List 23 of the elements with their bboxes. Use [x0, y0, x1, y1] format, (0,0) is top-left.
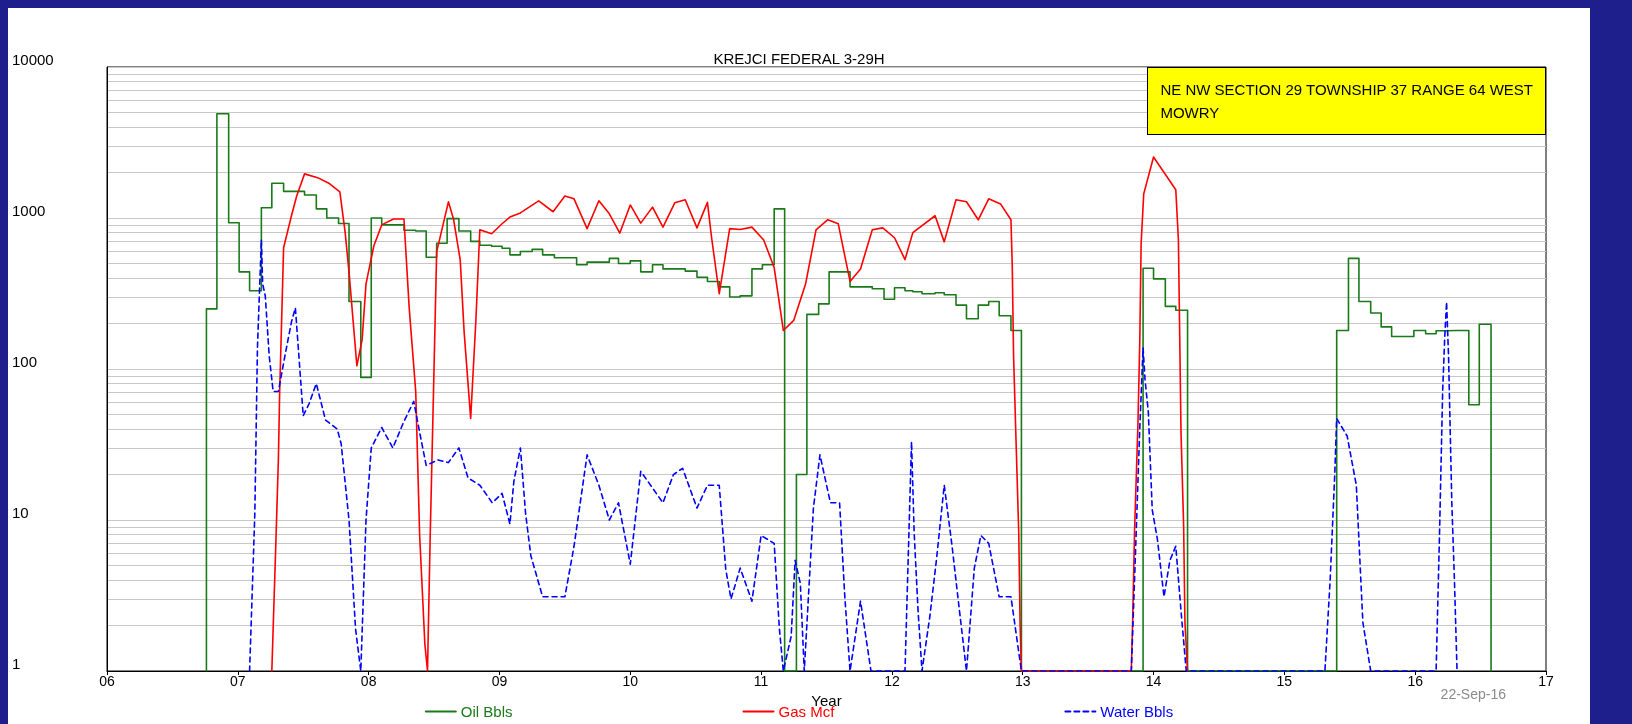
x-tick-label: 06: [99, 673, 115, 689]
legend-label: Oil Bbls: [460, 703, 513, 720]
x-tick-label: 15: [1276, 673, 1293, 689]
x-tick-label: 09: [491, 673, 508, 689]
x-tick-label: 14: [1145, 673, 1162, 689]
legend-label: Water Bbls: [1100, 703, 1174, 720]
annotation: NE NW SECTION 29 TOWNSHIP 37 RANGE 64 WEST: [1160, 80, 1533, 100]
x-tick-label: 11: [753, 673, 769, 689]
x-tick-label: 16: [1407, 673, 1424, 689]
x-tick-label: 12: [884, 673, 900, 689]
text: 22-Sep-16: [1440, 686, 1506, 702]
y-tick-label: 1000: [12, 202, 46, 219]
x-tick-label: 08: [360, 673, 377, 689]
y-tick-label: 10: [12, 504, 29, 521]
annotation: MOWRY: [1160, 103, 1221, 123]
y-tick-label: 1: [12, 655, 21, 672]
y-tick-label: 100: [12, 353, 38, 370]
x-tick-label: 07: [230, 673, 246, 689]
x-tick-label: 17: [1538, 673, 1554, 689]
chart-title: KREJCI FEDERAL 3-29H: [713, 50, 885, 67]
y-tick-label: 10000: [12, 51, 54, 68]
x-tick-label: 10: [622, 673, 639, 689]
x-tick-label: 13: [1014, 673, 1031, 689]
